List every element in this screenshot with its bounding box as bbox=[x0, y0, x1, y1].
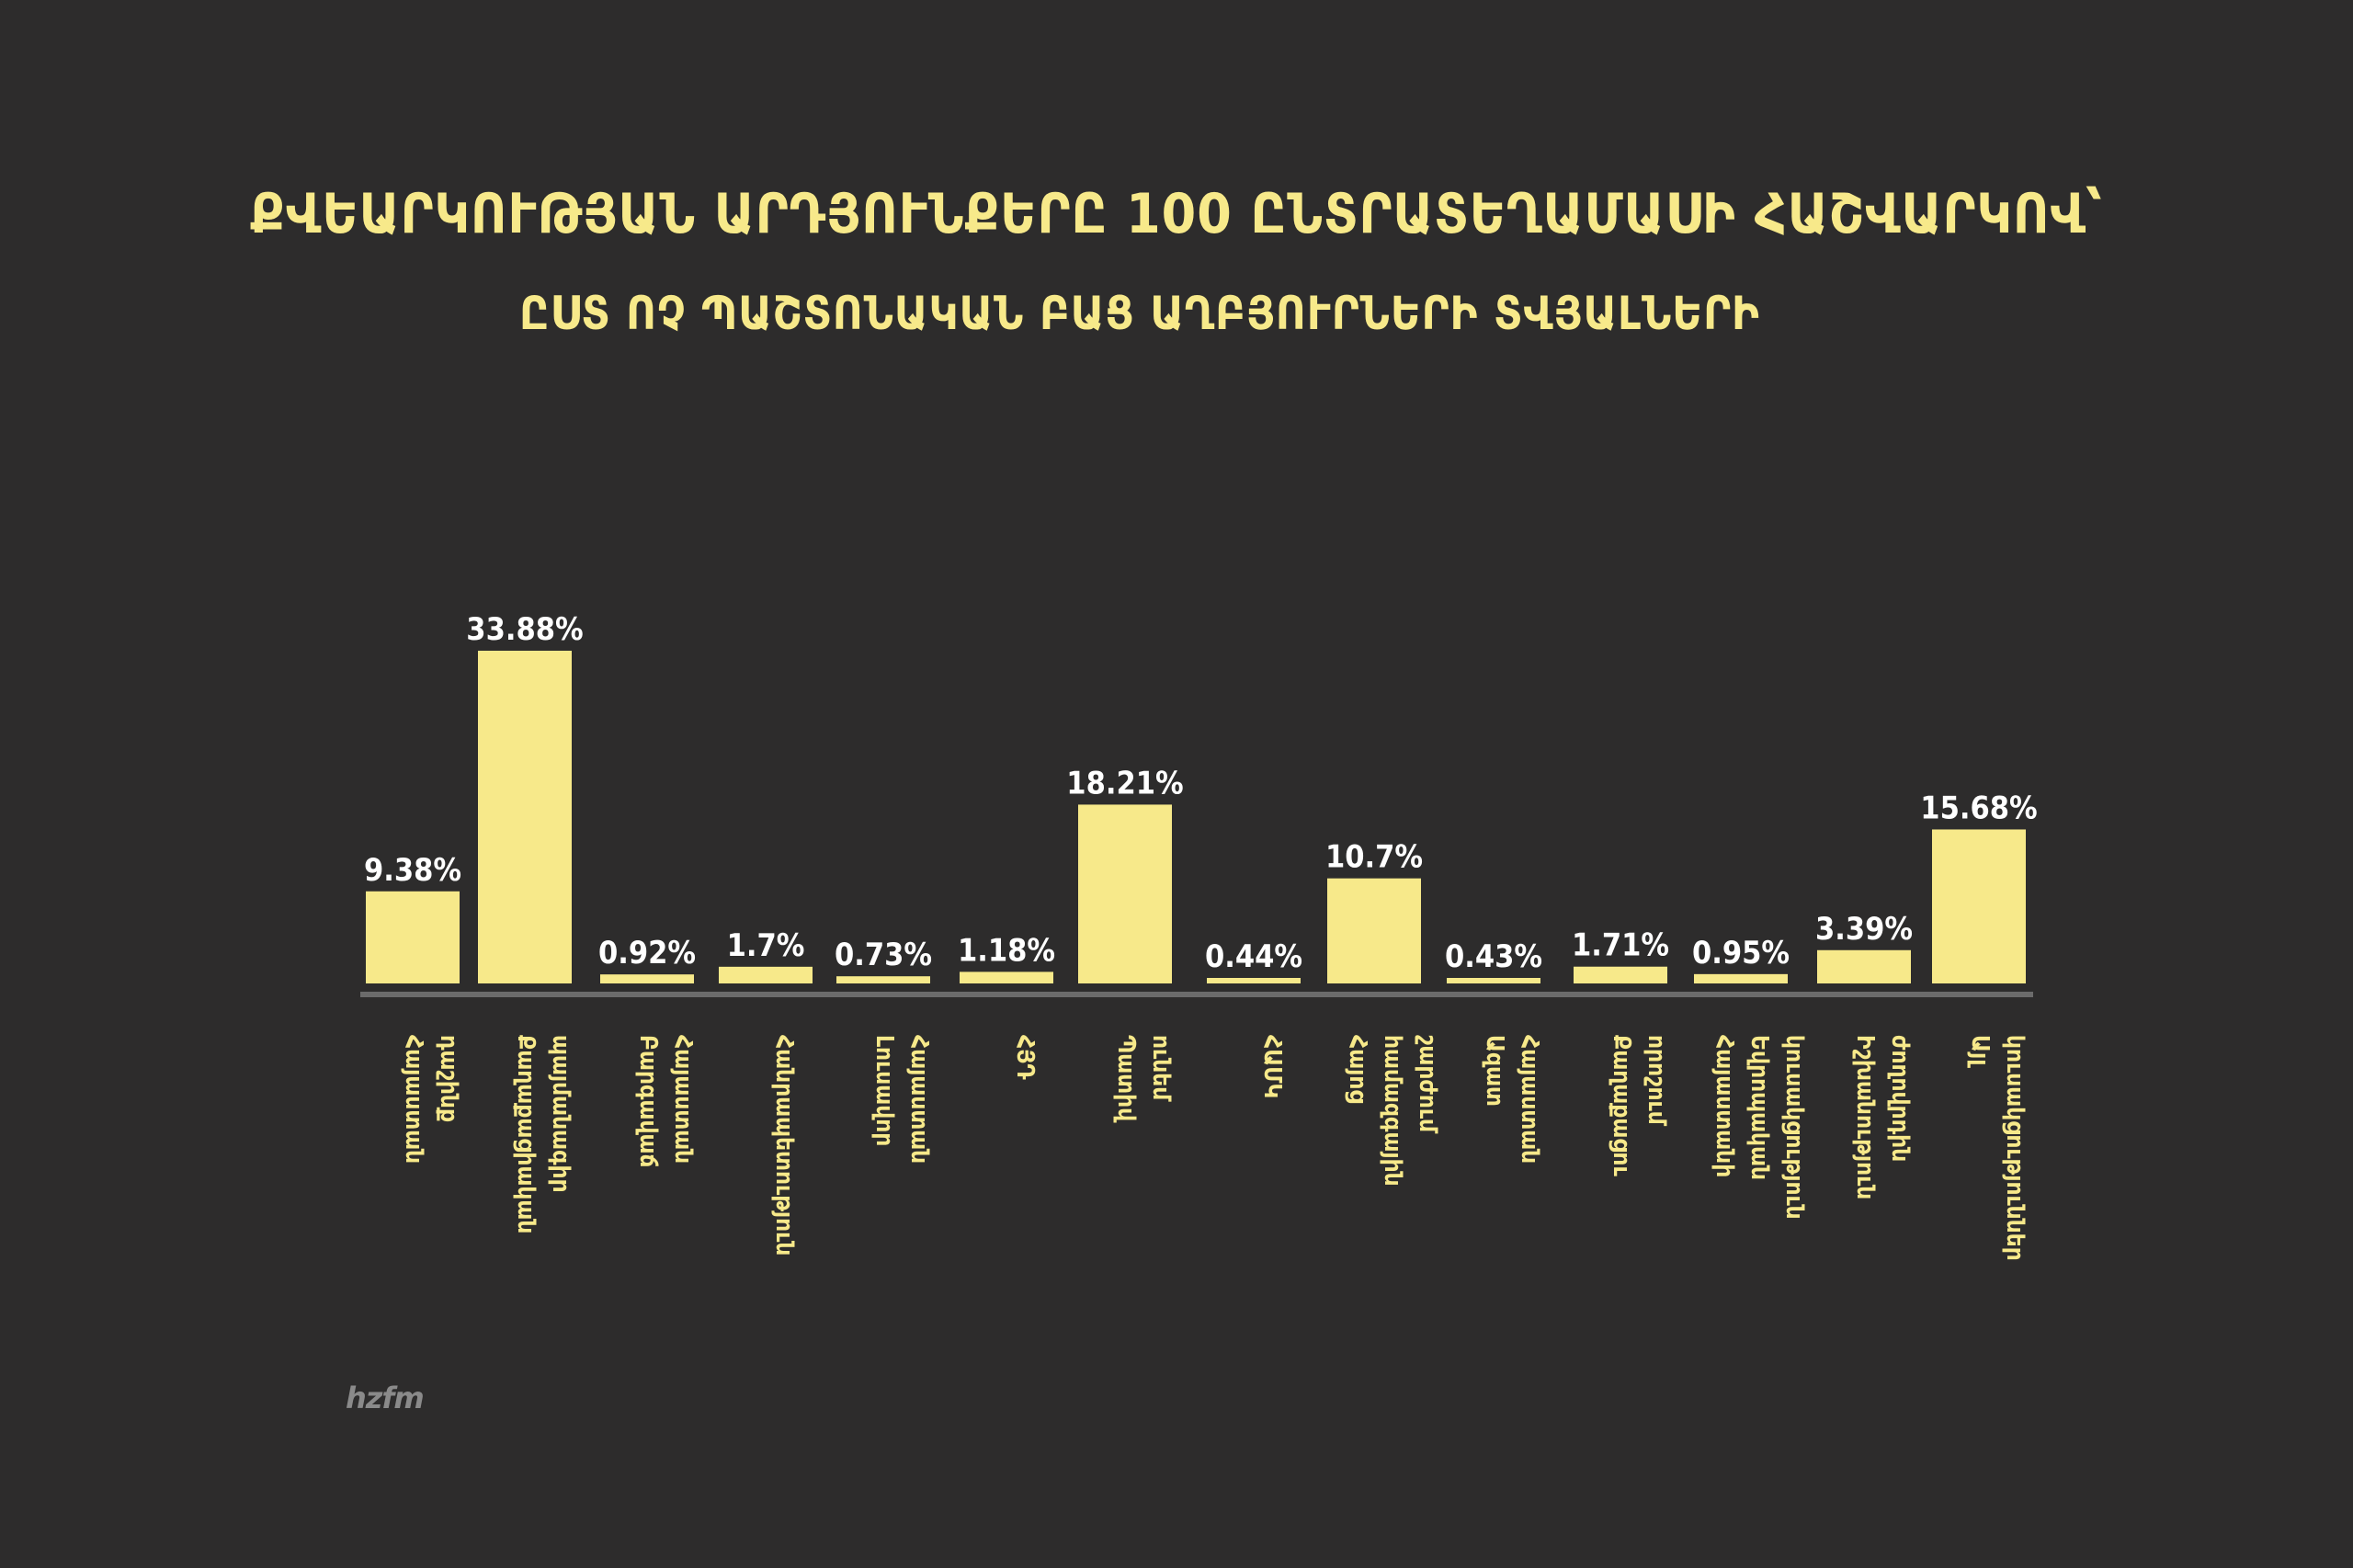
bar-11 bbox=[1574, 966, 1667, 983]
svg-text:կուսակցություն: կուսակցություն bbox=[1780, 1035, 1808, 1220]
bar-13 bbox=[1817, 949, 1911, 983]
bar-14 bbox=[1932, 829, 2026, 983]
svg-text:Այլ: Այլ bbox=[1966, 1035, 1994, 1068]
category-label-8: ՀԱՄԿ bbox=[1258, 1035, 1286, 1098]
svg-text:Հանրապետություն: Հանրապետություն bbox=[770, 1035, 798, 1256]
svg-text:դաշինք: դաշինք bbox=[435, 1035, 462, 1122]
svg-text:շարժում: շարժում bbox=[1414, 1035, 1441, 1134]
value-label-3: 0.92% bbox=[598, 935, 696, 971]
svg-text:ժողովրդին: ժողովրդին bbox=[1886, 1035, 1914, 1162]
bar-7 bbox=[1078, 804, 1172, 983]
category-label-7: Պատիվ ունեմ bbox=[1112, 1035, 1175, 1123]
category-label-13: Իշխանություն ժողովրդին bbox=[1851, 1035, 1914, 1199]
value-label-7: 18.21% bbox=[1066, 765, 1183, 801]
bar-12 bbox=[1694, 973, 1788, 983]
bar-4 bbox=[719, 966, 813, 983]
category-labels-group: Հայաստան դաշինք Քաղաքացիական պայմանագիր Բարգ… bbox=[400, 1035, 2029, 1261]
value-label-10: 0.43% bbox=[1445, 938, 1542, 975]
category-label-3: Բարգավաճ Հայաստան bbox=[634, 1035, 697, 1167]
bar-5 bbox=[836, 976, 930, 983]
svg-text:Հայաստան: Հայաստան bbox=[400, 1035, 427, 1164]
svg-text:կուսակցություններ: կուսակցություններ bbox=[2001, 1035, 2029, 1261]
value-label-5: 0.73% bbox=[835, 937, 932, 973]
category-label-2: Քաղաքացիական պայմանագիր bbox=[512, 1035, 574, 1233]
category-label-6: ՀՅԴ bbox=[1011, 1035, 1039, 1080]
bar-1 bbox=[366, 891, 460, 983]
value-label-6: 1.18% bbox=[958, 932, 1055, 969]
chart-title: ՔՎԵԱՐԿՈՒԹՅԱՆ ԱՐԴՅՈՒՆՔԵՐԸ 100 ԸՆՏՐԱՏԵՂԱՄԱ… bbox=[250, 182, 2103, 246]
bar-10 bbox=[1447, 978, 1540, 983]
bar-8 bbox=[1207, 978, 1301, 983]
logo: hzfm bbox=[346, 1381, 425, 1415]
value-label-13: 3.39% bbox=[1815, 911, 1913, 948]
svg-text:Հայաստան: Հայաստան bbox=[669, 1035, 697, 1164]
svg-text:համազգային: համազգային bbox=[1379, 1035, 1406, 1187]
svg-text:Պատիվ: Պատիվ bbox=[1112, 1035, 1140, 1123]
svg-text:պայմանագիր: պայմանագիր bbox=[547, 1035, 574, 1193]
svg-text:Քաղաքացիական: Քաղաքացիական bbox=[512, 1035, 540, 1233]
value-label-11: 1.71% bbox=[1572, 927, 1669, 964]
svg-text:Եվրոպական: Եվրոպական bbox=[1745, 1035, 1773, 1180]
category-label-5: Լուսավոր Հայաստան bbox=[870, 1035, 933, 1164]
svg-text:Հայաստան: Հայաստան bbox=[905, 1035, 933, 1164]
category-label-9: Հայոց համազգային շարժում bbox=[1344, 1035, 1441, 1187]
chart-subtitle: ԸՍՏ ՈՉ ՊԱՇՏՈՆԱԿԱՆ ԲԱՑ ԱՂԲՅՈՒՐՆԵՐԻ ՏՎՅԱԼՆ… bbox=[519, 287, 1760, 340]
value-label-9: 10.7% bbox=[1325, 839, 1423, 876]
value-label-2: 33.88% bbox=[466, 611, 583, 648]
category-label-10: Ազատ Հայաստան bbox=[1481, 1035, 1543, 1164]
svg-text:Բարգավաճ: Բարգավաճ bbox=[634, 1035, 662, 1167]
svg-text:Հայոց: Հայոց bbox=[1344, 1035, 1371, 1103]
svg-text:ՀԱՄԿ: ՀԱՄԿ bbox=[1258, 1035, 1286, 1098]
category-label-1: Հայաստան դաշինք bbox=[400, 1035, 462, 1164]
svg-text:ՀՅԴ: ՀՅԴ bbox=[1011, 1035, 1039, 1080]
svg-text:որոշում: որոշում bbox=[1643, 1035, 1670, 1127]
category-label-11: Քաղաքացու որոշում bbox=[1608, 1035, 1670, 1176]
bar-6 bbox=[960, 971, 1053, 983]
bars-group bbox=[366, 651, 2026, 983]
value-label-1: 9.38% bbox=[364, 852, 461, 889]
svg-text:ունեմ: ունեմ bbox=[1147, 1035, 1175, 1102]
value-label-4: 1.7% bbox=[727, 927, 805, 964]
svg-text:Ազատ: Ազատ bbox=[1481, 1035, 1508, 1107]
svg-text:Լուսավոր: Լուսավոր bbox=[870, 1035, 898, 1146]
svg-text:Քաղաքացու: Քաղաքացու bbox=[1608, 1035, 1635, 1176]
svg-text:Հայաստան: Հայաստան bbox=[1516, 1035, 1543, 1164]
category-label-12: Հայաստանի Եվրոպական կուսակցություն bbox=[1711, 1035, 1808, 1220]
value-label-12: 0.95% bbox=[1692, 935, 1790, 971]
svg-text:Հայաստանի: Հայաստանի bbox=[1711, 1035, 1738, 1177]
bar-9 bbox=[1327, 878, 1421, 983]
bar-2 bbox=[478, 651, 572, 983]
value-label-8: 0.44% bbox=[1205, 938, 1302, 975]
category-label-4: Հանրապետություն bbox=[770, 1035, 798, 1256]
category-label-14: Այլ կուսակցություններ bbox=[1966, 1035, 2029, 1261]
value-label-14: 15.68% bbox=[1920, 790, 2037, 826]
value-labels-group: 9.38% 33.88% 0.92% 1.7% 0.73% 1.18% 18.21% 0.44… bbox=[364, 611, 2038, 975]
bar-3 bbox=[600, 974, 694, 983]
svg-text:Իշխանություն: Իշխանություն bbox=[1851, 1035, 1879, 1199]
